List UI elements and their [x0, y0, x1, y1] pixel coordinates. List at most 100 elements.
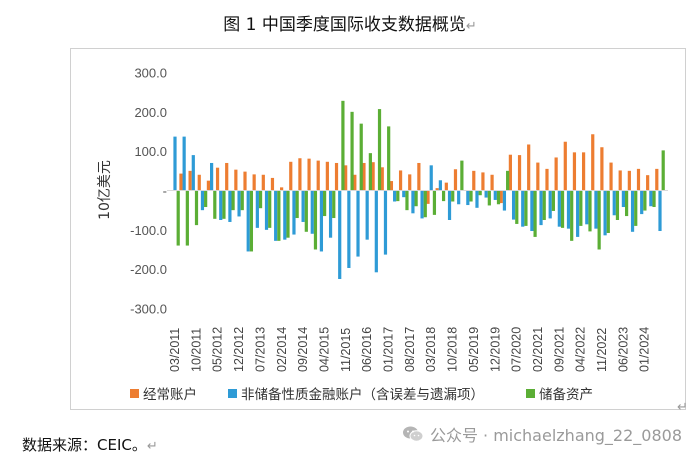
bar	[542, 190, 546, 220]
bar	[325, 161, 329, 191]
bar	[527, 144, 531, 191]
x-tick-label: 01/2017	[382, 327, 396, 372]
y-tick-label: -	[163, 184, 167, 199]
bar	[179, 173, 183, 191]
bar	[338, 190, 342, 279]
bar	[481, 172, 485, 191]
bar	[530, 190, 534, 232]
bar	[295, 190, 299, 219]
bar	[301, 190, 305, 222]
x-tick-label: 04/2015	[317, 327, 331, 372]
chart-title-text: 图 1 中国季度国际收支数据概览	[223, 15, 466, 35]
bar	[636, 168, 641, 191]
bar	[210, 162, 214, 191]
bar	[469, 190, 473, 202]
bar	[264, 190, 269, 230]
bar	[517, 155, 522, 191]
bar	[606, 190, 610, 233]
x-tick-label: 09/2014	[296, 327, 310, 372]
bar	[383, 190, 388, 255]
bar	[563, 141, 567, 191]
bar	[283, 190, 287, 240]
bar	[429, 165, 433, 191]
x-tick-label: 02/2014	[275, 327, 289, 372]
bar	[313, 190, 318, 250]
bar	[423, 190, 427, 218]
watermark-text: 公众号 · michaelzhang_22_0808	[429, 426, 682, 445]
paragraph-mark-icon: ↵	[146, 439, 158, 454]
bar	[570, 190, 574, 241]
bar	[387, 126, 391, 191]
bar	[581, 152, 586, 191]
bar	[475, 190, 479, 208]
x-tick-label: 12/2019	[488, 327, 502, 372]
x-tick-label: 07/2020	[510, 327, 524, 372]
bar	[621, 190, 625, 208]
bar	[396, 190, 400, 202]
bar	[316, 160, 320, 191]
bar	[277, 190, 281, 241]
bar	[377, 109, 382, 191]
bar	[206, 180, 211, 191]
bar	[356, 190, 360, 257]
bar	[222, 190, 226, 219]
bar	[231, 190, 235, 211]
paragraph-mark-icon: ↵	[677, 400, 688, 415]
bar	[243, 171, 247, 191]
chart-frame	[70, 48, 686, 410]
bar	[618, 170, 622, 191]
bar	[484, 190, 488, 198]
bar	[350, 111, 354, 191]
bar	[591, 134, 595, 191]
bar	[451, 190, 455, 202]
bar	[380, 167, 384, 191]
watermark: 公众号 · michaelzhang_22_0808	[402, 422, 682, 446]
bar	[572, 152, 577, 191]
bar	[490, 174, 494, 191]
bar	[600, 147, 604, 191]
bar	[478, 190, 482, 196]
bar	[246, 190, 250, 252]
bar	[649, 190, 653, 207]
bar	[566, 190, 571, 229]
bar	[524, 190, 528, 226]
bar	[594, 190, 598, 229]
bar	[643, 190, 647, 211]
bar	[219, 190, 223, 220]
bar	[536, 162, 540, 191]
x-tick-label: 11/2022	[595, 328, 609, 372]
bar	[506, 170, 510, 191]
x-tick-label: 03/2018	[424, 327, 438, 372]
bar	[182, 136, 186, 191]
x-tick-label: 01/2024	[638, 327, 652, 372]
bar	[652, 190, 656, 208]
y-tick-label: -300.0	[130, 301, 167, 316]
bar	[515, 190, 519, 224]
bar	[408, 174, 412, 191]
bar	[661, 150, 665, 191]
bar	[332, 190, 336, 219]
legend-swatch	[130, 389, 139, 398]
bar	[176, 190, 180, 246]
bar	[393, 190, 397, 202]
bar	[274, 190, 278, 241]
bar	[173, 136, 177, 191]
bar	[539, 190, 543, 226]
bar	[655, 168, 659, 191]
bar	[234, 169, 238, 191]
bar	[435, 188, 439, 191]
bar	[414, 190, 418, 207]
bar	[548, 190, 552, 219]
y-axis-label: 10亿美元	[97, 160, 113, 220]
bar	[597, 190, 601, 250]
bar	[389, 181, 394, 191]
bar	[270, 177, 275, 191]
bar	[280, 187, 284, 191]
bar	[627, 170, 631, 191]
x-tick-label: 09/2021	[552, 327, 566, 372]
bar	[499, 190, 503, 204]
bar	[341, 100, 345, 191]
bar	[460, 160, 464, 191]
bar	[292, 190, 296, 235]
